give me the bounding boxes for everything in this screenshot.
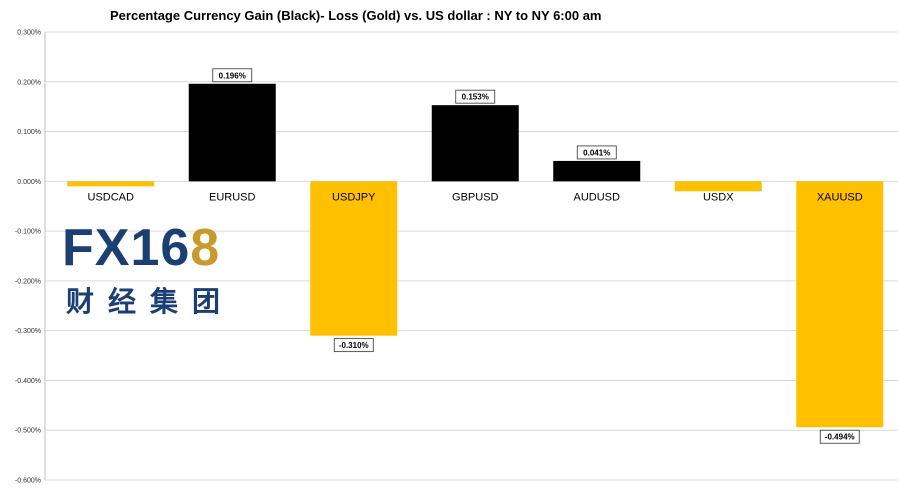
- category-label-gbpusd: GBPUSD: [452, 191, 499, 203]
- bar-usdjpy: [310, 181, 398, 336]
- y-axis: 0.300% 0.200% 0.100% 0.000% -0.100% -0.200% -0…: [15, 30, 46, 485]
- category-label-eurusd: EURUSD: [209, 191, 256, 203]
- data-label-gbpusd: 0.153%: [462, 93, 489, 102]
- y-tick-label: -0.200%: [15, 278, 41, 285]
- bar-gbpusd: [431, 105, 519, 182]
- data-label-box: [819, 429, 860, 444]
- data-label-eurusd: 0.196%: [219, 71, 246, 80]
- bar-usdcad: [67, 181, 155, 187]
- logo-main-text: FX16: [62, 219, 191, 277]
- category-label-audusd: AUDUSD: [574, 191, 621, 203]
- fx168-logo: FX16 8 财经集团: [62, 222, 272, 332]
- category-label-usdcad: USDCAD: [88, 191, 135, 203]
- logo-wordmark: FX16 8: [62, 222, 272, 274]
- data-label-audusd: 0.041%: [583, 148, 610, 157]
- y-tick-label: 0.100%: [17, 129, 41, 136]
- logo-accent-text: 8: [190, 219, 221, 277]
- bar-eurusd: [188, 83, 276, 182]
- data-label-box: [212, 68, 253, 83]
- category-label-usdjpy: USDJPY: [332, 191, 376, 203]
- y-tick-label: -0.300%: [15, 328, 41, 335]
- data-label-xauusd: -0.494%: [825, 433, 855, 442]
- data-label-box: [333, 338, 374, 353]
- category-label-xauusd: XAUUSD: [817, 191, 863, 203]
- bar-usdx: [674, 181, 762, 192]
- data-label-box: [455, 89, 496, 104]
- labels: USDCAD EURUSD 0.196% USDJPY -0.310% GBPUSD 0.1…: [88, 68, 863, 444]
- bars: [67, 83, 884, 428]
- category-label-usdx: USDX: [703, 191, 734, 203]
- bar-audusd: [553, 160, 641, 182]
- chart-title: Percentage Currency Gain (Black)- Loss (…: [110, 8, 602, 23]
- y-tick-label: -0.600%: [15, 478, 41, 485]
- y-tick-label: 0.200%: [17, 79, 41, 86]
- y-tick-label: -0.100%: [15, 229, 41, 236]
- bar-xauusd: [796, 181, 884, 428]
- data-label-box: [576, 145, 617, 160]
- data-label-usdjpy: -0.310%: [339, 341, 369, 350]
- y-tick-label: -0.500%: [15, 428, 41, 435]
- y-tick-label: 0.000%: [17, 179, 41, 186]
- y-tick-label: -0.400%: [15, 378, 41, 385]
- logo-subtitle: 财经集团: [66, 285, 235, 318]
- y-tick-label: 0.300%: [17, 30, 41, 37]
